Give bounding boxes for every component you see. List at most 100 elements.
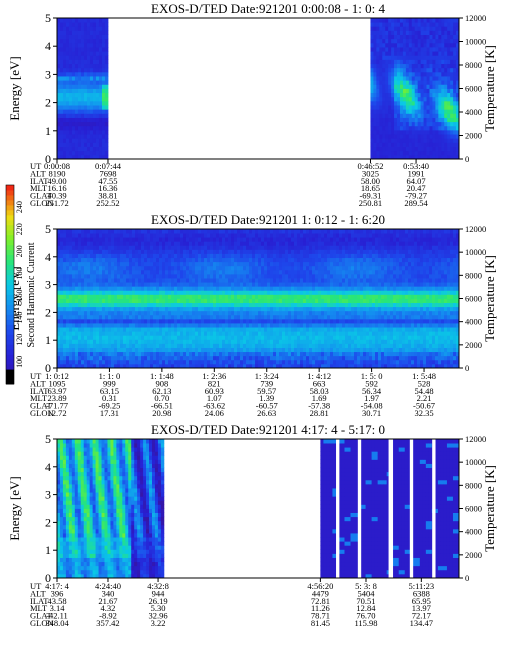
orbit-table-cell: 18.65 — [361, 183, 380, 193]
heatmap-cell — [379, 109, 383, 114]
heatmap-cell — [285, 278, 289, 283]
heatmap-cell — [303, 237, 307, 242]
heatmap-cell — [162, 294, 166, 299]
heatmap-cell — [123, 343, 127, 348]
heatmap-cell — [117, 241, 121, 246]
heatmap-cell — [336, 355, 340, 361]
heatmap-cell — [141, 241, 145, 246]
heatmap-cell — [297, 298, 301, 303]
heatmap-cell — [267, 314, 271, 320]
heatmap-cell — [273, 355, 277, 361]
heatmap-cell — [189, 363, 193, 369]
heatmap-cell — [382, 121, 386, 127]
heatmap-cell — [83, 22, 88, 27]
heatmap-cell — [153, 265, 157, 271]
heatmap-cell — [399, 76, 404, 81]
heatmap-cell — [192, 351, 196, 357]
heatmap-cell — [117, 323, 121, 328]
heatmap-cell — [162, 278, 166, 283]
heatmap-cell — [123, 233, 127, 238]
heatmap-cell — [87, 310, 91, 316]
heatmap-cell — [339, 335, 343, 340]
heatmap-cell — [186, 343, 190, 348]
heatmap-cell — [135, 343, 139, 348]
heatmap-cell — [86, 80, 91, 85]
heatmap-cell — [222, 339, 226, 344]
heatmap-cell — [447, 26, 451, 31]
heatmap-cell — [101, 18, 106, 23]
heatmap-cell — [258, 229, 262, 234]
heatmap-cell — [98, 117, 103, 123]
heatmap-cell — [177, 257, 181, 263]
heatmap-cell — [135, 233, 139, 238]
heatmap-cell — [438, 117, 442, 123]
heatmap-cell — [57, 229, 61, 234]
heatmap-cell — [180, 351, 184, 357]
heatmap-cell — [225, 355, 229, 361]
heatmap-cell — [297, 269, 301, 275]
heatmap-cell — [63, 38, 67, 44]
heatmap-cell — [153, 359, 157, 365]
heatmap-cell — [78, 355, 82, 361]
heatmap-cell — [382, 47, 386, 52]
heatmap-cell — [68, 71, 73, 77]
heatmap-cell — [177, 241, 181, 246]
heatmap-cell — [234, 306, 238, 312]
heatmap-cell — [63, 42, 67, 48]
heatmap-cell — [96, 347, 100, 353]
heatmap-cell — [294, 363, 298, 369]
heatmap-cell — [291, 294, 295, 299]
heatmap-cell — [243, 253, 247, 259]
heatmap-cell — [258, 294, 262, 299]
heatmap-cell — [101, 84, 106, 89]
heatmap-cell — [444, 88, 448, 94]
heatmap-cell — [150, 347, 154, 353]
heatmap-cell — [453, 150, 457, 156]
heatmap-cell — [447, 42, 451, 48]
heatmap-cell — [273, 323, 277, 328]
heatmap-cell — [228, 253, 232, 259]
heatmap-cell — [438, 109, 442, 114]
heatmap-cell — [144, 339, 148, 344]
heatmap-cell — [168, 245, 172, 250]
heatmap-cell — [279, 233, 283, 238]
heatmap-cell — [327, 355, 331, 361]
heatmap-cell — [66, 265, 70, 271]
heatmap-cell — [147, 257, 151, 263]
heatmap-cell — [77, 18, 82, 23]
heatmap-cell — [60, 253, 64, 259]
heatmap-cell — [264, 355, 268, 361]
heatmap-cell — [411, 96, 416, 102]
heatmap-cell — [162, 273, 166, 279]
heatmap-cell — [81, 335, 85, 340]
heatmap-cell — [376, 55, 380, 60]
heatmap-cell — [324, 314, 328, 320]
heatmap-cell — [74, 26, 79, 31]
heatmap-cell — [102, 347, 106, 353]
heatmap-cell — [402, 38, 407, 44]
heatmap-cell — [303, 261, 307, 267]
heatmap-cell — [135, 269, 139, 275]
heatmap-cell — [66, 105, 70, 110]
heatmap-cell — [195, 355, 199, 361]
y-tick-label: 1 — [45, 124, 51, 138]
heatmap-cell — [273, 310, 277, 316]
heatmap-cell — [120, 257, 124, 263]
heatmap-cell — [423, 117, 427, 123]
heatmap-cell — [101, 96, 106, 102]
heatmap-cell — [270, 351, 274, 357]
heatmap-cell — [447, 150, 451, 156]
heatmap-cell — [231, 249, 235, 254]
heatmap-cell — [300, 355, 304, 361]
heatmap-cell — [195, 245, 199, 250]
heatmap-cell — [60, 290, 64, 295]
heatmap-cell — [240, 298, 244, 303]
heatmap-cell — [402, 121, 407, 127]
heatmap-cell — [114, 306, 118, 312]
heatmap-cell — [75, 351, 79, 357]
heatmap-cell — [342, 237, 346, 242]
heatmap-cell — [453, 113, 457, 118]
heatmap-cell — [246, 261, 250, 267]
heatmap-cell — [129, 339, 133, 344]
heatmap-cell — [98, 125, 103, 131]
